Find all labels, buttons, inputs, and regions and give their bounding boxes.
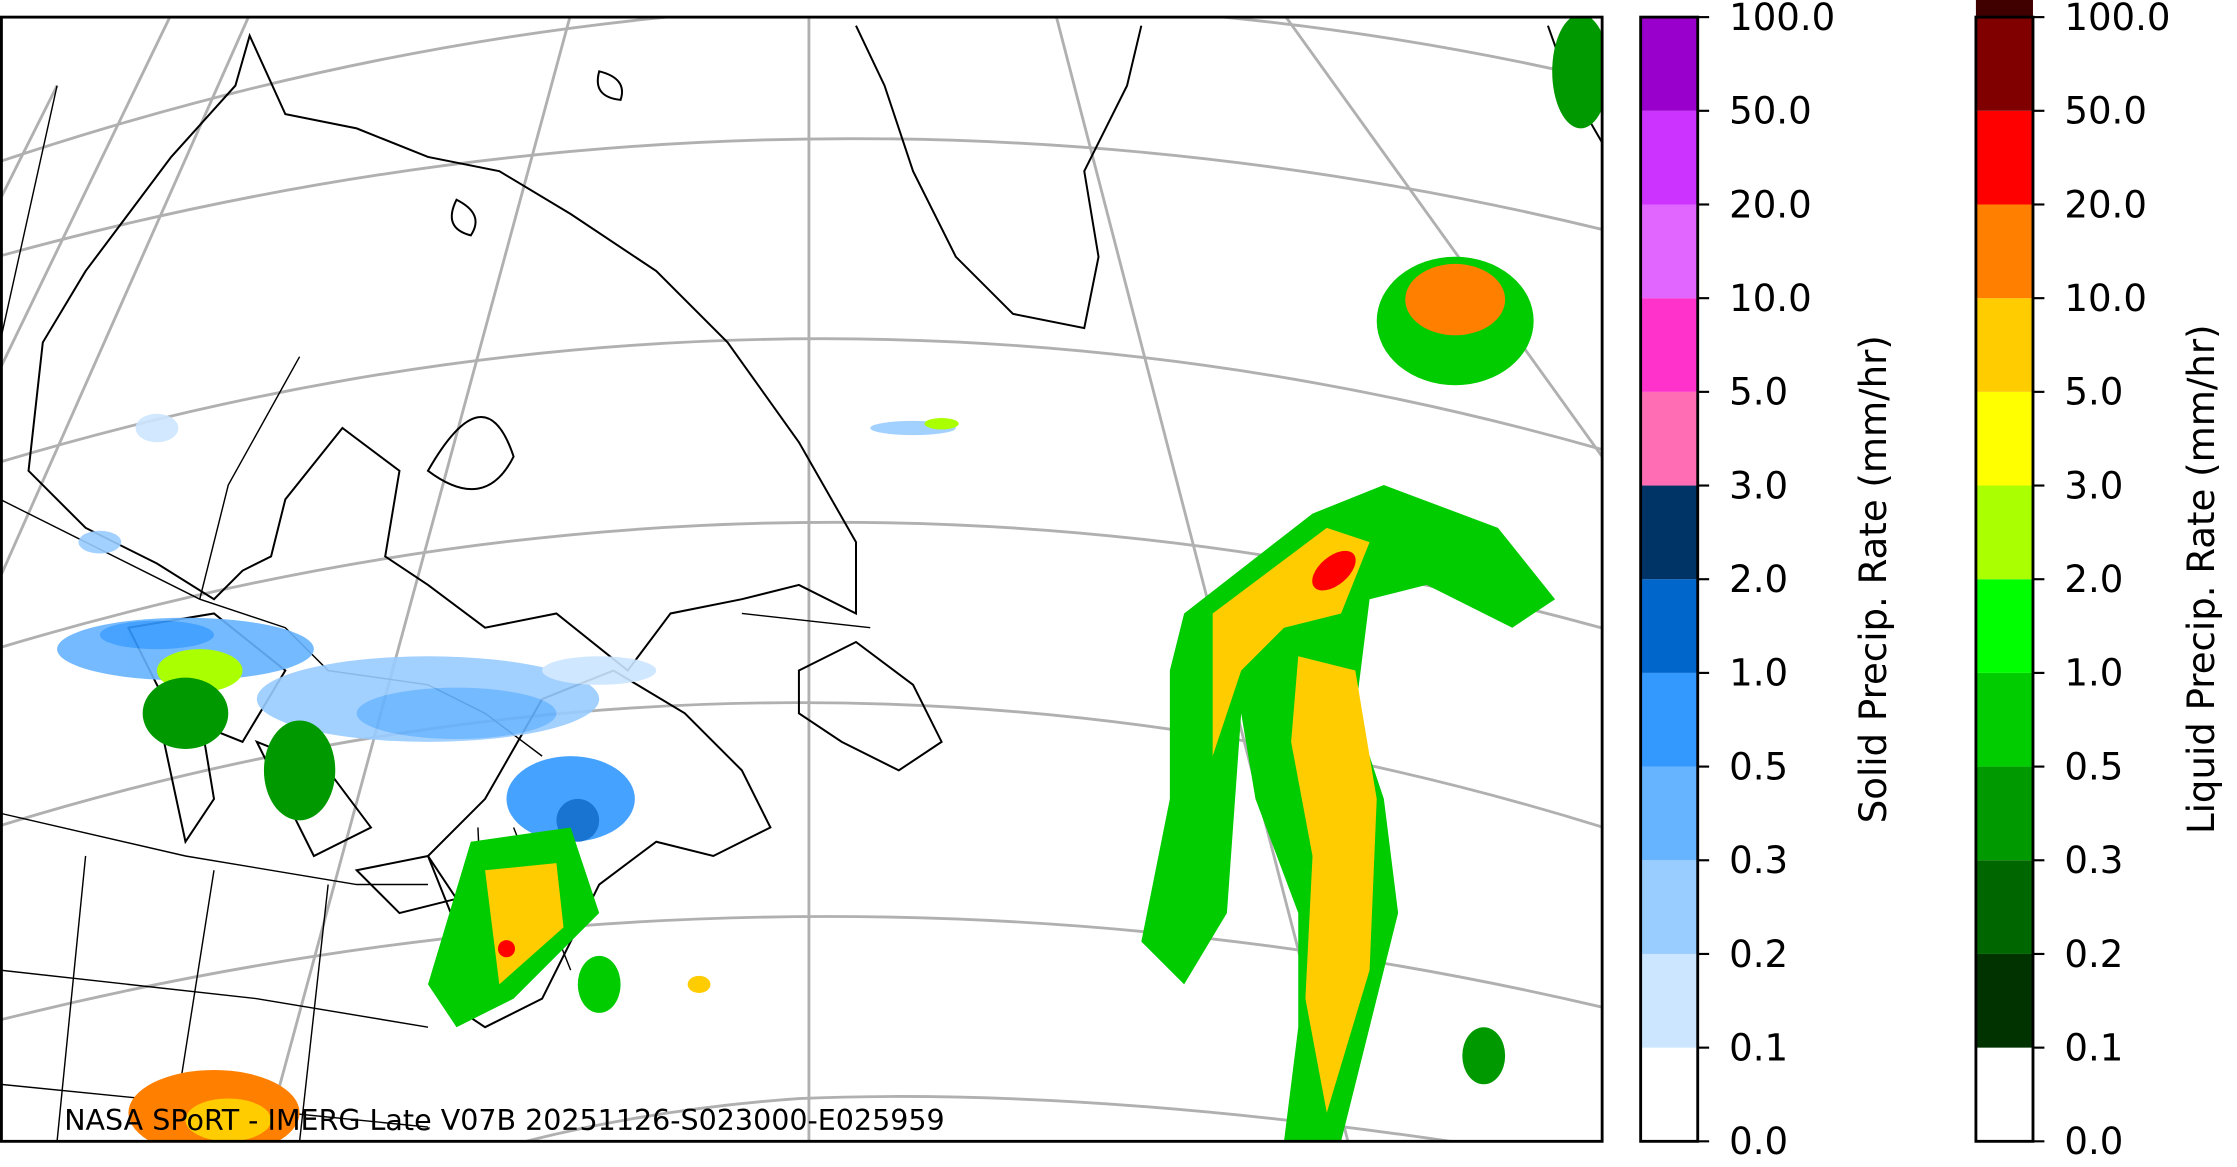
colorbar-tick-label: 0.5	[2064, 745, 2123, 788]
colorbar-tick-label: 100.0	[1729, 0, 1835, 39]
colorbar-tick-label: 5.0	[1729, 371, 1788, 414]
colorbar-bin	[1640, 766, 1698, 861]
colorbars: 0.0 0.1 0.2 0.3 0.5 1.0 2.0 3.0 5.0 10.0 20.0 50.0 1…	[1639, 0, 2223, 1163]
liquid-precipitation	[128, 17, 1603, 1142]
colorbar-bin	[1975, 110, 2033, 205]
colorbar-tick-label: 10.0	[1729, 277, 1812, 320]
colorbar-bin	[1975, 204, 2033, 299]
colorbar-bin	[1975, 579, 2033, 673]
colorbar-tick-label: 1.0	[1729, 652, 1788, 695]
colorbar-bin	[1640, 860, 1698, 954]
solid-precipitation	[57, 413, 956, 842]
colorbar-label: Solid Precip. Rate (mm/hr)	[1852, 335, 1895, 823]
colorbar-tick-label: 0.3	[2064, 839, 2123, 882]
colorbar-tick-label: 0.0	[1729, 1120, 1788, 1163]
colorbar-bin	[1975, 17, 2033, 111]
colorbar-tick-label: 0.0	[2064, 1120, 2123, 1163]
colorbar-bin	[1640, 953, 1698, 1048]
colorbar-tick-label: 2.0	[2064, 558, 2123, 601]
colorbar-bin	[1975, 1047, 2033, 1142]
colorbar-bin	[1640, 110, 1698, 205]
colorbar-bin	[1640, 1047, 1698, 1142]
colorbar-bin	[1975, 391, 2033, 486]
colorbar-bin	[1975, 0, 2033, 18]
colorbar-tick-label: 100.0	[2064, 0, 2170, 39]
colorbar-tick-label: 50.0	[2064, 90, 2147, 133]
colorbar-tick-label: 50.0	[1729, 90, 1812, 133]
colorbar-bin	[1640, 391, 1698, 486]
colorbar-tick-label: 0.2	[1729, 933, 1788, 976]
colorbar-tick-label: 0.1	[1729, 1026, 1788, 1069]
colorbar-tick-label: 1.0	[2064, 652, 2123, 695]
colorbar-tick-label: 3.0	[2064, 464, 2123, 507]
colorbar-bin	[1640, 298, 1698, 392]
colorbar-bin	[1975, 298, 2033, 392]
colorbar-bin	[1975, 766, 2033, 861]
colorbar-tick-label: 20.0	[2064, 183, 2147, 226]
caption: NASA SPoRT - IMERG Late V07B 20251126-S0…	[64, 1104, 944, 1137]
map-frame	[0, 15, 1604, 1143]
colorbar-bin	[1640, 204, 1698, 299]
colorbar-bin	[1975, 485, 2033, 580]
colorbar-bin	[1975, 860, 2033, 954]
colorbar-tick-label: 0.5	[1729, 745, 1788, 788]
colorbar-tick-label: 0.3	[1729, 839, 1788, 882]
colorbar-bin	[1640, 672, 1698, 767]
colorbar-tick-label: 0.1	[2064, 1026, 2123, 1069]
colorbar-bin	[1975, 672, 2033, 767]
map	[1, 17, 1603, 1142]
colorbar-tick-label: 3.0	[1729, 464, 1788, 507]
colorbar-tick-label: 10.0	[2064, 277, 2147, 320]
colorbar-label: Liquid Precip. Rate (mm/hr)	[2180, 324, 2223, 834]
colorbar-tick-label: 2.0	[1729, 558, 1788, 601]
colorbar-tick-label: 20.0	[1729, 183, 1812, 226]
colorbar-bin	[1975, 953, 2033, 1048]
colorbar-tick-label: 5.0	[2064, 371, 2123, 414]
colorbar-bin	[1640, 579, 1698, 673]
colorbar-bin	[1640, 485, 1698, 580]
colorbar-bin	[1640, 17, 1698, 111]
colorbar-tick-label: 0.2	[2064, 933, 2123, 976]
